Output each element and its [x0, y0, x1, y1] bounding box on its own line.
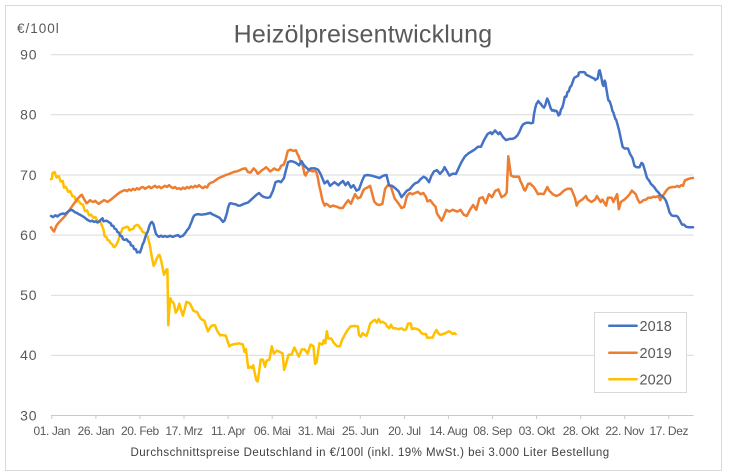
- svg-text:80: 80: [20, 107, 37, 123]
- svg-text:Heizölpreisentwicklung: Heizölpreisentwicklung: [234, 21, 493, 49]
- svg-text:26. Jan: 26. Jan: [78, 424, 115, 438]
- svg-text:2020: 2020: [640, 372, 672, 388]
- svg-text:60: 60: [20, 227, 37, 243]
- svg-text:11. Apr: 11. Apr: [211, 424, 246, 438]
- svg-text:40: 40: [20, 347, 37, 363]
- svg-text:20. Feb: 20. Feb: [121, 424, 160, 438]
- svg-text:Durchschnittspreise Deutschlan: Durchschnittspreise Deutschland in €/100…: [130, 447, 609, 459]
- svg-text:30: 30: [20, 407, 37, 423]
- svg-text:22. Nov: 22. Nov: [605, 424, 644, 438]
- svg-text:20. Jul: 20. Jul: [388, 424, 421, 438]
- svg-text:50: 50: [20, 287, 37, 303]
- svg-text:17. Mrz: 17. Mrz: [165, 424, 203, 438]
- svg-text:01. Jan: 01. Jan: [34, 424, 71, 438]
- svg-text:90: 90: [20, 47, 37, 63]
- svg-text:08. Sep: 08. Sep: [473, 424, 512, 438]
- svg-text:28. Okt: 28. Okt: [563, 424, 600, 438]
- svg-text:03. Okt: 03. Okt: [519, 424, 556, 438]
- svg-text:17. Dez: 17. Dez: [650, 424, 689, 438]
- svg-text:€/100l: €/100l: [17, 21, 60, 36]
- svg-text:70: 70: [20, 167, 37, 183]
- svg-text:14. Aug: 14. Aug: [429, 424, 467, 438]
- svg-text:2019: 2019: [640, 346, 672, 362]
- svg-text:31. Mai: 31. Mai: [298, 424, 335, 438]
- svg-text:06. Mai: 06. Mai: [254, 424, 291, 438]
- svg-text:25. Jun: 25. Jun: [342, 424, 379, 438]
- svg-text:2018: 2018: [640, 319, 672, 335]
